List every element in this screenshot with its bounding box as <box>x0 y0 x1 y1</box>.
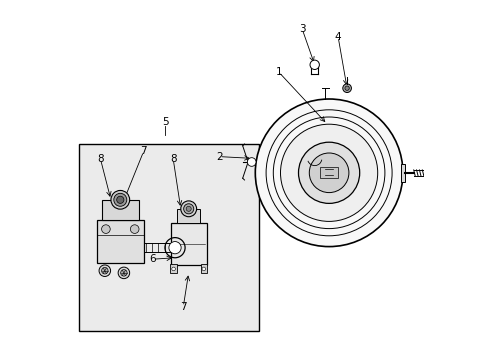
Text: 3: 3 <box>298 24 305 34</box>
Circle shape <box>255 99 402 247</box>
Text: 8: 8 <box>97 154 103 164</box>
Bar <box>102 200 139 220</box>
Bar <box>320 167 337 178</box>
Circle shape <box>102 267 108 274</box>
Circle shape <box>309 153 348 193</box>
Circle shape <box>344 86 348 90</box>
Text: 1: 1 <box>275 67 282 77</box>
Bar <box>177 209 200 223</box>
Bar <box>200 264 206 273</box>
Text: 6: 6 <box>149 254 156 264</box>
Circle shape <box>114 193 126 206</box>
Circle shape <box>117 196 123 203</box>
Circle shape <box>342 84 351 93</box>
Bar <box>170 264 177 273</box>
Circle shape <box>183 204 193 214</box>
Circle shape <box>118 267 129 279</box>
Bar <box>79 144 258 331</box>
Circle shape <box>309 60 319 69</box>
Circle shape <box>280 124 377 221</box>
Circle shape <box>202 267 205 271</box>
Text: 2: 2 <box>216 152 222 162</box>
Text: 8: 8 <box>169 154 176 164</box>
Circle shape <box>247 158 256 166</box>
Text: 7: 7 <box>140 146 147 156</box>
Circle shape <box>171 267 175 271</box>
Circle shape <box>102 225 110 233</box>
Circle shape <box>99 265 110 276</box>
Circle shape <box>168 242 181 254</box>
Circle shape <box>186 206 191 211</box>
Text: 7: 7 <box>180 302 186 312</box>
Bar <box>400 164 404 182</box>
Text: 5: 5 <box>162 117 168 127</box>
Circle shape <box>111 190 129 209</box>
Text: 4: 4 <box>334 32 341 42</box>
Circle shape <box>121 270 127 276</box>
Bar <box>97 220 143 263</box>
Circle shape <box>130 225 139 233</box>
Circle shape <box>181 201 196 217</box>
Circle shape <box>298 142 359 203</box>
Bar <box>170 223 206 265</box>
